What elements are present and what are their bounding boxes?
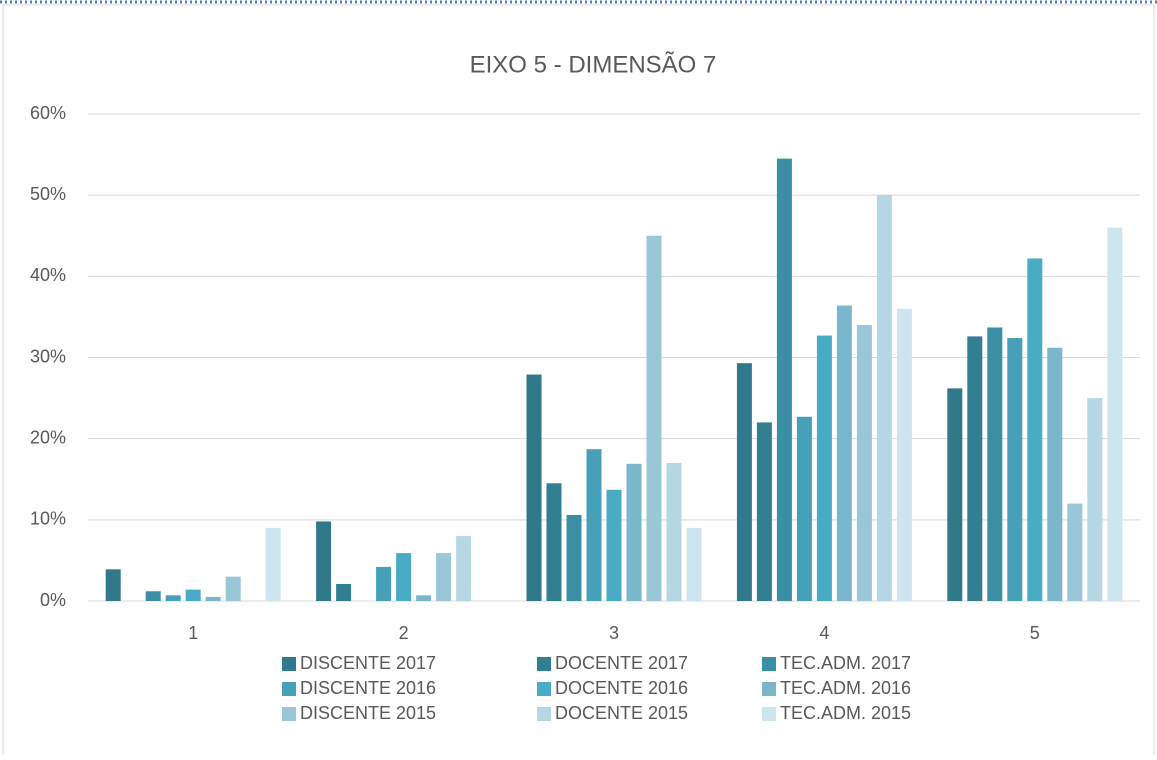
x-tick-label: 5 (1030, 623, 1040, 643)
bar (876, 195, 892, 601)
x-tick-label: 4 (819, 623, 829, 643)
legend-swatch (282, 657, 296, 671)
bar (1007, 338, 1023, 601)
bar (1027, 258, 1043, 601)
bar (526, 374, 542, 601)
bar (1047, 347, 1063, 601)
legend-label: DOCENTE 2017 (555, 653, 688, 673)
bar (396, 553, 412, 601)
bar (1087, 398, 1103, 601)
bar (546, 483, 562, 601)
bar (1067, 503, 1083, 601)
bar (316, 521, 332, 601)
bar (646, 235, 662, 601)
legend-swatch (762, 657, 776, 671)
legend-swatch (282, 707, 296, 721)
bar (205, 596, 221, 601)
x-tick-label: 1 (188, 623, 198, 643)
legend-swatch (537, 682, 551, 696)
legend-label: DISCENTE 2017 (300, 653, 436, 673)
bar (416, 595, 432, 601)
y-tick-label: 30% (30, 346, 66, 366)
bar (947, 388, 963, 601)
legend-swatch (537, 657, 551, 671)
legend-label: DISCENTE 2015 (300, 703, 436, 723)
bar (756, 422, 772, 601)
legend-swatch (537, 707, 551, 721)
y-tick-label: 20% (30, 427, 66, 447)
legend-label: TEC.ADM. 2017 (780, 653, 911, 673)
bar (626, 463, 642, 601)
legend-label: TEC.ADM. 2015 (780, 703, 911, 723)
bar (896, 308, 912, 601)
legend-swatch (282, 682, 296, 696)
bar (566, 514, 582, 601)
y-tick-label: 10% (30, 509, 66, 529)
bar (145, 591, 161, 601)
bar (776, 158, 792, 601)
legend-label: DOCENTE 2016 (555, 678, 688, 698)
bar (376, 566, 392, 601)
legend-label: TEC.ADM. 2016 (780, 678, 911, 698)
bar (987, 327, 1003, 601)
x-tick-label: 2 (399, 623, 409, 643)
bar (686, 527, 702, 601)
bar (606, 489, 622, 601)
bar (436, 553, 452, 601)
chart-title: EIXO 5 - DIMENSÃO 7 (470, 51, 717, 78)
legend-swatch (762, 707, 776, 721)
legend-label: DISCENTE 2016 (300, 678, 436, 698)
bar (165, 595, 181, 601)
bar (1107, 227, 1123, 601)
bar (185, 589, 201, 601)
legend-label: DOCENTE 2015 (555, 703, 688, 723)
bar (105, 569, 121, 601)
bar (225, 576, 241, 601)
bar (796, 416, 812, 601)
bar (816, 335, 832, 601)
bar (586, 449, 602, 601)
y-tick-label: 50% (30, 184, 66, 204)
y-tick-label: 60% (30, 103, 66, 123)
bar (736, 363, 752, 601)
bar (666, 463, 682, 601)
bar (856, 325, 872, 601)
bar (265, 527, 281, 601)
bar (967, 336, 983, 601)
x-tick-label: 3 (609, 623, 619, 643)
legend-swatch (762, 682, 776, 696)
bar (456, 536, 472, 601)
bar (836, 305, 852, 601)
bar (336, 583, 352, 601)
y-tick-label: 0% (40, 590, 66, 610)
y-tick-label: 40% (30, 265, 66, 285)
